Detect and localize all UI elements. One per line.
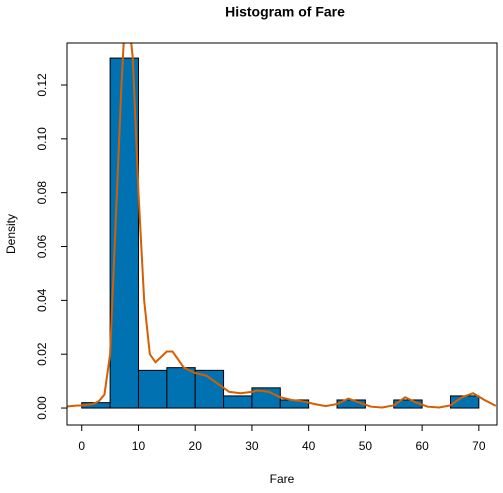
- bar: [194, 369, 225, 409]
- y-tick-label: 0.04: [35, 288, 49, 312]
- bar: [137, 369, 168, 409]
- density-curve: [67, 43, 497, 409]
- x-tick-label: 20: [189, 439, 203, 453]
- plot-frame: [66, 42, 498, 426]
- y-tick-label: 0.02: [35, 342, 49, 366]
- y-axis-label: Density: [4, 214, 18, 254]
- x-tick-label: 60: [415, 439, 429, 453]
- y-tick-label: 0.12: [35, 73, 49, 97]
- y-tick-label: 0.10: [35, 127, 49, 151]
- x-tick-label: 10: [132, 439, 146, 453]
- y-tick-label: 0.08: [35, 181, 49, 205]
- x-tick-label: 40: [302, 439, 316, 453]
- chart-title: Histogram of Fare: [225, 4, 345, 20]
- x-tick-label: 50: [359, 439, 373, 453]
- y-tick-label: 0.06: [35, 235, 49, 259]
- bar: [223, 395, 253, 409]
- bar: [166, 367, 196, 409]
- x-tick-label: 0: [78, 439, 85, 453]
- y-tick-label: 0.00: [35, 396, 49, 420]
- x-tick-label: 30: [245, 439, 259, 453]
- x-tick-label: 70: [472, 439, 486, 453]
- plot-area: [67, 43, 497, 409]
- x-axis-label: Fare: [270, 472, 295, 486]
